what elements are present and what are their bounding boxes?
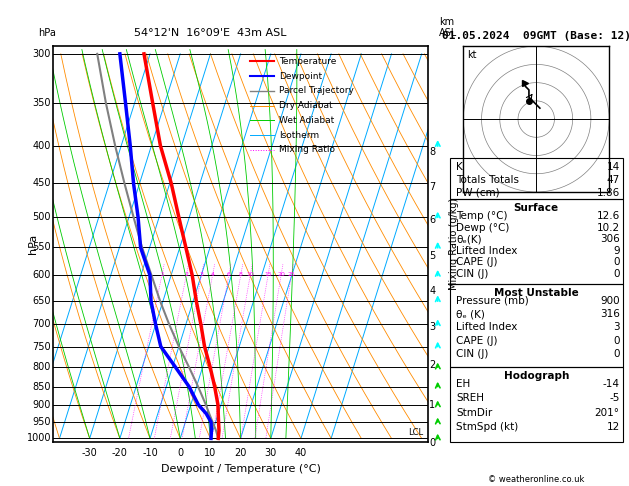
Text: 316: 316 xyxy=(599,309,620,319)
Text: 550: 550 xyxy=(33,243,51,252)
Text: Dry Adiabat: Dry Adiabat xyxy=(279,101,333,110)
Text: 950: 950 xyxy=(33,417,51,427)
Text: Temp (°C): Temp (°C) xyxy=(456,211,508,221)
Text: K: K xyxy=(456,162,463,172)
Text: 8: 8 xyxy=(239,272,243,277)
Text: 1: 1 xyxy=(160,272,164,277)
Text: 1.86: 1.86 xyxy=(596,188,620,198)
Text: 3: 3 xyxy=(429,322,435,332)
Text: Wet Adiabat: Wet Adiabat xyxy=(279,116,335,125)
Text: CAPE (J): CAPE (J) xyxy=(456,257,498,267)
Text: -10: -10 xyxy=(142,448,158,458)
Text: 1: 1 xyxy=(429,400,435,410)
Text: EH: EH xyxy=(456,379,470,389)
Text: hPa: hPa xyxy=(28,234,38,254)
Text: 10.2: 10.2 xyxy=(596,223,620,232)
Text: -5: -5 xyxy=(610,393,620,403)
Text: 54°12'N  16°09'E  43m ASL: 54°12'N 16°09'E 43m ASL xyxy=(135,28,287,38)
Text: Temperature: Temperature xyxy=(279,57,337,66)
Text: 2: 2 xyxy=(429,360,435,370)
Text: Parcel Trajectory: Parcel Trajectory xyxy=(279,87,354,95)
Text: Lifted Index: Lifted Index xyxy=(456,323,518,332)
Text: 5: 5 xyxy=(429,251,435,261)
Text: Dewpoint: Dewpoint xyxy=(279,71,322,81)
Text: -14: -14 xyxy=(603,379,620,389)
Text: Mixing Ratio (g/kg): Mixing Ratio (g/kg) xyxy=(449,198,459,290)
Text: 0: 0 xyxy=(613,349,620,359)
Text: SREH: SREH xyxy=(456,393,484,403)
Text: 6: 6 xyxy=(429,215,435,225)
Text: 750: 750 xyxy=(33,342,51,351)
Text: 01.05.2024  09GMT (Base: 12): 01.05.2024 09GMT (Base: 12) xyxy=(442,31,629,41)
Text: 306: 306 xyxy=(600,234,620,244)
Text: 7: 7 xyxy=(429,182,435,192)
Text: Totals Totals: Totals Totals xyxy=(456,175,519,185)
Text: 350: 350 xyxy=(33,98,51,108)
Text: hPa: hPa xyxy=(38,28,57,38)
Text: LCL: LCL xyxy=(408,429,423,437)
Text: Hodograph: Hodograph xyxy=(504,371,569,381)
Text: 850: 850 xyxy=(33,382,51,392)
Text: 25: 25 xyxy=(287,272,296,277)
Text: 4: 4 xyxy=(429,286,435,296)
Text: 15: 15 xyxy=(264,272,272,277)
Text: PW (cm): PW (cm) xyxy=(456,188,499,198)
Text: -20: -20 xyxy=(112,448,128,458)
Text: 4: 4 xyxy=(211,272,214,277)
Text: 30: 30 xyxy=(265,448,277,458)
Text: Dewpoint / Temperature (°C): Dewpoint / Temperature (°C) xyxy=(160,464,321,474)
Text: 900: 900 xyxy=(33,400,51,410)
Text: -30: -30 xyxy=(82,448,97,458)
Text: 0: 0 xyxy=(613,269,620,279)
Text: StmSpd (kt): StmSpd (kt) xyxy=(456,422,518,433)
Text: 8: 8 xyxy=(429,147,435,157)
Text: 700: 700 xyxy=(33,319,51,330)
Text: kt: kt xyxy=(467,50,477,60)
Text: 10: 10 xyxy=(247,272,254,277)
Text: 600: 600 xyxy=(33,270,51,280)
Text: © weatheronline.co.uk: © weatheronline.co.uk xyxy=(488,474,584,484)
Text: 6: 6 xyxy=(227,272,231,277)
Text: Surface: Surface xyxy=(514,203,559,213)
Text: 0: 0 xyxy=(429,437,435,448)
Text: CAPE (J): CAPE (J) xyxy=(456,336,498,346)
Text: 2: 2 xyxy=(184,272,189,277)
Text: StmDir: StmDir xyxy=(456,408,493,418)
Text: 400: 400 xyxy=(33,141,51,151)
Text: 12.6: 12.6 xyxy=(596,211,620,221)
Text: 10: 10 xyxy=(204,448,216,458)
Text: 9: 9 xyxy=(613,246,620,256)
Text: Lifted Index: Lifted Index xyxy=(456,246,518,256)
Text: 3: 3 xyxy=(613,323,620,332)
Text: Isotherm: Isotherm xyxy=(279,131,319,139)
Text: 3: 3 xyxy=(199,272,204,277)
Text: Dewp (°C): Dewp (°C) xyxy=(456,223,509,232)
Text: 14: 14 xyxy=(606,162,620,172)
Text: CIN (J): CIN (J) xyxy=(456,269,488,279)
Text: 20: 20 xyxy=(277,272,285,277)
Text: CIN (J): CIN (J) xyxy=(456,349,488,359)
Text: 1000: 1000 xyxy=(26,434,51,443)
Text: 12: 12 xyxy=(606,422,620,433)
Text: Mixing Ratio: Mixing Ratio xyxy=(279,145,335,154)
Text: Most Unstable: Most Unstable xyxy=(494,288,579,298)
Text: 47: 47 xyxy=(606,175,620,185)
Text: 201°: 201° xyxy=(594,408,620,418)
Text: 40: 40 xyxy=(295,448,307,458)
Text: θₑ(K): θₑ(K) xyxy=(456,234,482,244)
Text: 300: 300 xyxy=(33,49,51,59)
Text: 20: 20 xyxy=(235,448,247,458)
Text: 500: 500 xyxy=(33,212,51,222)
Text: 0: 0 xyxy=(613,336,620,346)
Text: 0: 0 xyxy=(613,257,620,267)
Text: 650: 650 xyxy=(33,296,51,306)
Text: 900: 900 xyxy=(600,296,620,306)
Text: 800: 800 xyxy=(33,362,51,372)
Text: km
ASL: km ASL xyxy=(439,17,457,38)
Text: θₑ (K): θₑ (K) xyxy=(456,309,485,319)
Text: 450: 450 xyxy=(33,178,51,189)
Text: 0: 0 xyxy=(177,448,183,458)
Text: Pressure (mb): Pressure (mb) xyxy=(456,296,529,306)
